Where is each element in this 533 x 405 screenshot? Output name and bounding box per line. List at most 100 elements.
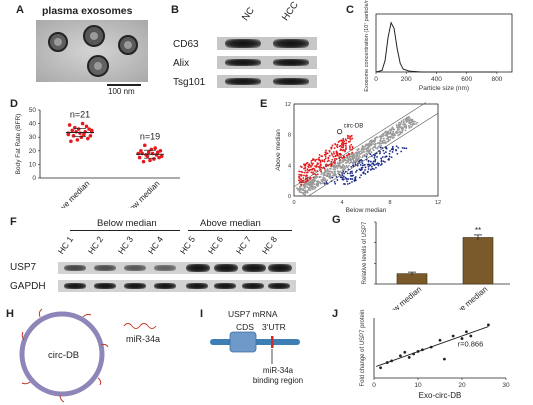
gray-point [372,143,375,145]
gray-point [301,189,304,192]
gray-point [325,174,328,177]
down-point [375,166,377,169]
lane-label-nc: NC [239,5,257,24]
down-point [383,152,386,155]
up-point [344,144,347,147]
down-point [405,147,408,150]
gray-point [376,147,379,149]
up-point [348,145,351,148]
x-tick-label: 600 [461,76,472,83]
gray-point [397,134,399,137]
data-point [74,129,78,134]
gray-point [326,179,329,182]
gray-point [342,168,345,170]
gray-point [311,182,314,185]
gray-point [405,121,408,123]
regression-line [376,326,489,367]
blot-row-alix: Alix [173,58,190,69]
down-point [372,162,375,165]
up-point [306,180,309,182]
up-point [345,154,348,157]
up-point [303,167,305,170]
up-point [304,169,307,172]
up-point [310,162,313,164]
down-point [358,161,361,163]
gray-point [351,153,354,156]
down-point [350,175,352,177]
size-distribution-line [375,21,497,73]
x-tick-label: 4 [340,200,343,206]
blot-row-gapdh: GAPDH [10,281,46,292]
down-point [382,149,385,152]
gray-point [322,182,324,185]
x-tick-label: 0 [374,76,378,83]
gray-point [317,184,320,187]
correlation-scatter-chart: 0 10 20 30 r=0.866 Exo-circ-DB Fold change of … [360,309,510,400]
data-point [443,357,446,361]
up-point [341,143,343,146]
down-point [351,178,354,180]
down-point [354,177,357,180]
gray-point [359,156,361,158]
gray-point [339,162,342,165]
up-point [323,160,326,163]
up-point [316,173,319,176]
panel-b-label: B [171,4,179,16]
gray-point [336,167,339,170]
blot-usp7 [58,262,296,274]
gray-point [362,150,365,153]
up-point [318,153,321,156]
gray-point [333,167,336,169]
lane-label: HC 4 [145,234,166,256]
down-point [374,158,377,161]
gray-point [324,174,326,177]
up-point [330,165,333,167]
gray-point [330,171,333,174]
up-point [324,151,327,154]
panel-a: A plasma exosomes 100 nm [0,0,150,100]
gray-point [367,144,369,147]
tem-micrograph [36,20,148,82]
gray-point [398,128,400,131]
up-point [300,174,303,176]
gray-point [332,168,335,171]
down-point [367,165,370,168]
y-tick-label: 30 [29,134,37,141]
usp7-mrna-title: USP7 mRNA [228,309,278,319]
data-point [136,151,141,156]
gray-point [336,162,339,164]
data-point [460,337,464,340]
down-point [395,149,398,152]
up-point [330,152,333,155]
down-point [363,164,366,166]
gray-point [378,135,381,138]
cds-box [229,331,257,353]
gray-point [381,140,384,143]
down-point [351,172,354,175]
gray-point [405,124,407,126]
x-axis-label: Below median [346,207,387,214]
up-point [301,171,304,174]
data-point [88,134,93,138]
up-point [351,145,354,148]
gray-point [347,159,350,161]
down-point [361,162,364,165]
mirna-strands [21,308,109,403]
gray-point [402,123,404,126]
gray-point [326,172,329,175]
down-point [379,152,381,155]
down-point [349,172,351,175]
down-point [380,163,383,165]
circ-db-label: circ-DB [48,350,80,361]
n-label: n=21 [70,110,90,120]
group-header-below: Below median [97,218,157,229]
group-underline-below [70,230,180,231]
bar [462,237,494,285]
data-point [69,139,73,144]
scale-bar [107,84,141,86]
circ-db-ring [19,311,105,397]
gray-point [402,119,405,121]
gray-point [363,154,366,157]
gray-point [391,126,394,129]
significance-marker: ** [475,226,481,235]
